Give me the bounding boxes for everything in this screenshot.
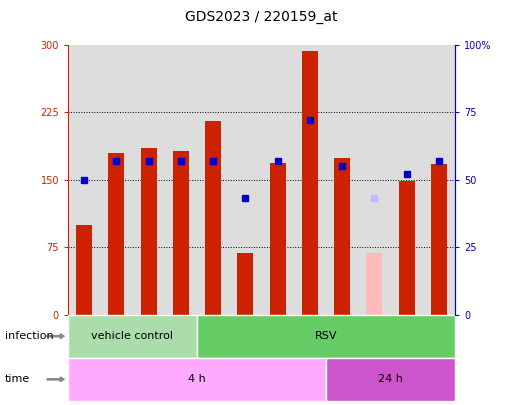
Bar — [68, 315, 197, 358]
Bar — [173, 151, 189, 315]
Bar — [334, 158, 350, 315]
Text: 4 h: 4 h — [188, 374, 206, 384]
Bar — [141, 148, 157, 315]
Text: vehicle control: vehicle control — [92, 331, 174, 341]
Bar — [68, 358, 326, 401]
Bar — [205, 121, 221, 315]
Bar — [431, 164, 447, 315]
Bar — [108, 153, 124, 315]
Bar — [302, 51, 318, 315]
Bar — [269, 163, 286, 315]
Bar — [237, 254, 254, 315]
Bar — [197, 315, 455, 358]
Text: infection: infection — [5, 331, 54, 341]
Bar — [366, 254, 382, 315]
Text: GDS2023 / 220159_at: GDS2023 / 220159_at — [185, 10, 338, 24]
Bar — [76, 224, 92, 315]
Text: 24 h: 24 h — [378, 374, 403, 384]
Text: time: time — [5, 374, 30, 384]
Bar — [399, 181, 415, 315]
Bar — [326, 358, 455, 401]
Text: RSV: RSV — [315, 331, 337, 341]
